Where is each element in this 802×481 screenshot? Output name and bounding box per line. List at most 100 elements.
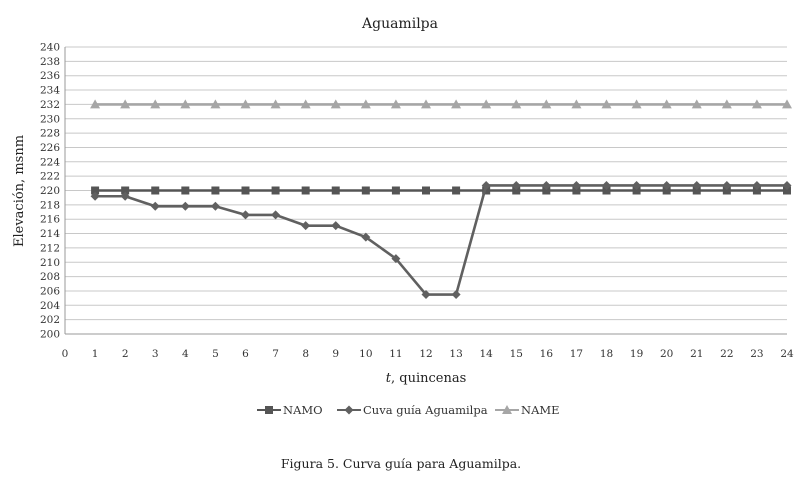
y-tick-label: 228 <box>40 128 60 140</box>
data-point <box>782 180 792 190</box>
x-tick-label: 0 <box>62 348 69 360</box>
y-tick-label: 206 <box>40 285 60 297</box>
x-axis-label-rest: , quincenas <box>391 371 466 386</box>
data-point <box>691 99 702 109</box>
data-point <box>91 186 100 195</box>
x-tick-label: 19 <box>630 348 643 360</box>
data-point <box>632 186 641 195</box>
data-point <box>300 99 311 109</box>
y-tick-label: 216 <box>40 214 60 226</box>
data-point <box>120 99 131 109</box>
data-point <box>391 186 400 195</box>
y-axis-label: Elevación, msnm <box>12 135 27 247</box>
data-point <box>602 186 611 195</box>
data-point <box>330 99 341 109</box>
x-tick-label: 1 <box>92 348 99 360</box>
y-tick-label: 212 <box>40 242 60 254</box>
x-tick-label: 10 <box>359 348 372 360</box>
series-diamond <box>90 180 792 300</box>
data-point <box>240 99 251 109</box>
x-tick-labels: 0 1 2 3 4 5 6 7 8 9 10 11 12 13 14 15 16 17 18 19 20 21 22 23 24 <box>62 348 794 360</box>
legend-item: Cuva guía Aguamilpa <box>337 403 488 417</box>
data-point <box>90 191 100 201</box>
x-tick-label: 4 <box>182 348 189 360</box>
data-point <box>722 180 732 190</box>
data-point <box>662 186 671 195</box>
y-tick-label: 224 <box>40 156 60 168</box>
series-layer <box>90 99 792 300</box>
data-point <box>782 99 792 109</box>
data-point <box>271 186 280 195</box>
data-point <box>151 186 160 195</box>
data-point <box>301 186 310 195</box>
data-point <box>331 186 340 195</box>
x-tick-label: 22 <box>720 348 733 360</box>
y-tick-label: 236 <box>40 70 60 82</box>
data-point <box>481 180 491 190</box>
data-point <box>421 99 431 109</box>
x-tick-label: 11 <box>389 348 402 360</box>
data-point <box>210 201 220 211</box>
legend-marker <box>502 405 512 414</box>
data-point <box>721 99 732 109</box>
y-tick-label: 200 <box>40 329 60 341</box>
data-point <box>601 99 612 109</box>
y-tick-label: 210 <box>40 257 60 269</box>
data-point <box>511 180 521 190</box>
data-point <box>211 186 220 195</box>
x-tick-label: 5 <box>212 348 219 360</box>
data-point <box>331 221 341 231</box>
legend-label: Cuva guía Aguamilpa <box>363 403 488 417</box>
x-tick-label: 15 <box>510 348 523 360</box>
figure-caption: Figura 5. Curva guía para Aguamilpa. <box>280 456 522 471</box>
data-point <box>181 186 190 195</box>
series-triangle <box>90 99 792 109</box>
legend-item: NAME <box>495 403 560 417</box>
y-tick-label: 202 <box>40 314 60 326</box>
data-point <box>390 99 401 109</box>
x-axis-label: t, quincenas <box>386 371 467 386</box>
legend: NAMO Cuva guía Aguamilpa NAME <box>257 403 560 417</box>
data-point <box>361 232 371 242</box>
x-tick-label: 12 <box>419 348 432 360</box>
data-point <box>391 254 401 264</box>
data-point <box>692 186 701 195</box>
data-point <box>541 180 551 190</box>
y-tick-label: 232 <box>40 99 60 111</box>
x-tick-label: 23 <box>750 348 763 360</box>
data-point <box>722 186 731 195</box>
x-tick-label: 13 <box>449 348 462 360</box>
y-tick-label: 240 <box>40 42 60 54</box>
x-tick-label: 24 <box>780 348 794 360</box>
data-point <box>602 180 611 190</box>
data-point <box>542 186 551 195</box>
data-point <box>661 99 672 109</box>
y-tick-label: 222 <box>40 171 60 183</box>
x-tick-label: 16 <box>540 348 554 360</box>
x-tick-label: 17 <box>570 348 583 360</box>
data-point <box>121 186 130 195</box>
x-tick-label: 14 <box>479 348 493 360</box>
data-point <box>150 99 161 109</box>
data-point <box>452 186 461 195</box>
data-point <box>541 99 552 109</box>
data-point <box>512 186 521 195</box>
y-tick-labels: 200 202 204 206 208 210 212 214 216 218 220 222 224 2… <box>40 42 60 341</box>
data-point <box>422 186 430 195</box>
legend-marker <box>344 405 354 415</box>
data-point <box>511 99 522 109</box>
series-line <box>95 184 787 296</box>
chart: Aguamilpa 200202204206208210212214216218… <box>12 16 794 417</box>
data-point <box>150 201 160 211</box>
y-tick-label: 204 <box>40 300 60 312</box>
data-point <box>421 290 431 300</box>
data-point <box>632 180 642 190</box>
data-point <box>631 99 642 109</box>
data-point <box>571 180 581 190</box>
y-tick-label: 218 <box>40 199 60 211</box>
data-point <box>270 99 281 109</box>
data-point <box>482 186 491 195</box>
chart-title: Aguamilpa <box>361 16 438 32</box>
data-point <box>692 180 702 190</box>
data-point <box>271 210 281 220</box>
